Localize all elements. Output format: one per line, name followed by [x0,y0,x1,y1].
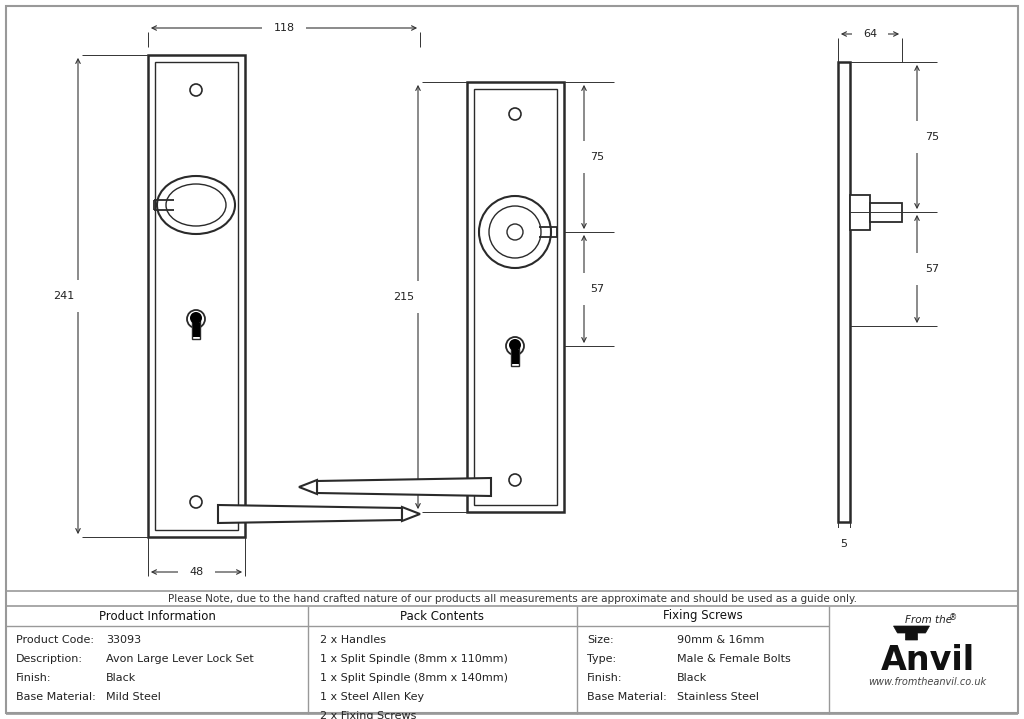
Polygon shape [402,507,420,521]
Bar [512,350,518,364]
Text: 5: 5 [841,539,848,549]
Circle shape [509,339,521,351]
Bar [148,55,245,537]
Text: Type:: Type: [587,654,616,664]
Text: Description:: Description: [16,654,83,664]
Text: Anvil: Anvil [881,644,975,677]
Circle shape [190,312,202,324]
Text: 1 x Steel Allen Key: 1 x Steel Allen Key [319,692,424,702]
Text: Please Note, due to the hand crafted nature of our products all measurements are: Please Note, due to the hand crafted nat… [168,594,856,604]
Text: 2 x Fixing Screws: 2 x Fixing Screws [319,711,417,719]
Text: Pack Contents: Pack Contents [400,610,484,623]
Text: www.fromtheanvil.co.uk: www.fromtheanvil.co.uk [868,677,986,687]
Bar [193,323,200,337]
Bar [155,62,238,530]
Text: Avon Large Lever Lock Set: Avon Large Lever Lock Set [106,654,254,664]
Text: 241: 241 [53,291,75,301]
Text: Fixing Screws: Fixing Screws [664,610,742,623]
Polygon shape [218,505,402,523]
Circle shape [506,337,524,355]
Text: 48: 48 [189,567,204,577]
Text: Size:: Size: [587,635,613,645]
Text: 1 x Split Spindle (8mm x 110mm): 1 x Split Spindle (8mm x 110mm) [319,654,508,664]
Bar [467,82,564,512]
Text: Product Information: Product Information [98,610,215,623]
Text: 90mm & 16mm: 90mm & 16mm [677,635,764,645]
Polygon shape [317,478,490,496]
Text: Mild Steel: Mild Steel [106,692,161,702]
Text: Base Material:: Base Material: [587,692,667,702]
Text: Black: Black [106,673,136,683]
Text: 57: 57 [590,284,604,294]
Ellipse shape [157,176,234,234]
Text: Finish:: Finish: [16,673,51,683]
Bar [870,203,902,222]
Bar [838,62,850,522]
Polygon shape [894,626,930,640]
Text: Black: Black [677,673,708,683]
Circle shape [489,206,541,258]
Text: Stainless Steel: Stainless Steel [677,692,759,702]
Text: Product Code:: Product Code: [16,635,94,645]
Bar [850,195,870,230]
Text: 57: 57 [925,264,939,274]
Text: 64: 64 [863,29,878,39]
Text: 2 x Handles: 2 x Handles [319,635,386,645]
Ellipse shape [166,184,226,226]
Circle shape [187,310,205,328]
Circle shape [479,196,551,268]
Bar [511,348,519,366]
Text: 75: 75 [590,152,604,162]
Text: From the: From the [905,615,952,625]
Circle shape [507,224,523,240]
Text: Finish:: Finish: [587,673,623,683]
Text: 215: 215 [393,292,415,302]
Text: 118: 118 [273,23,295,33]
Polygon shape [299,480,317,494]
Text: Base Material:: Base Material: [16,692,96,702]
Text: ®: ® [949,613,957,623]
Bar [193,321,200,339]
Text: Male & Female Bolts: Male & Female Bolts [677,654,791,664]
Text: 33093: 33093 [106,635,141,645]
Text: 75: 75 [925,132,939,142]
Text: 1 x Split Spindle (8mm x 140mm): 1 x Split Spindle (8mm x 140mm) [319,673,508,683]
Bar [474,89,557,505]
